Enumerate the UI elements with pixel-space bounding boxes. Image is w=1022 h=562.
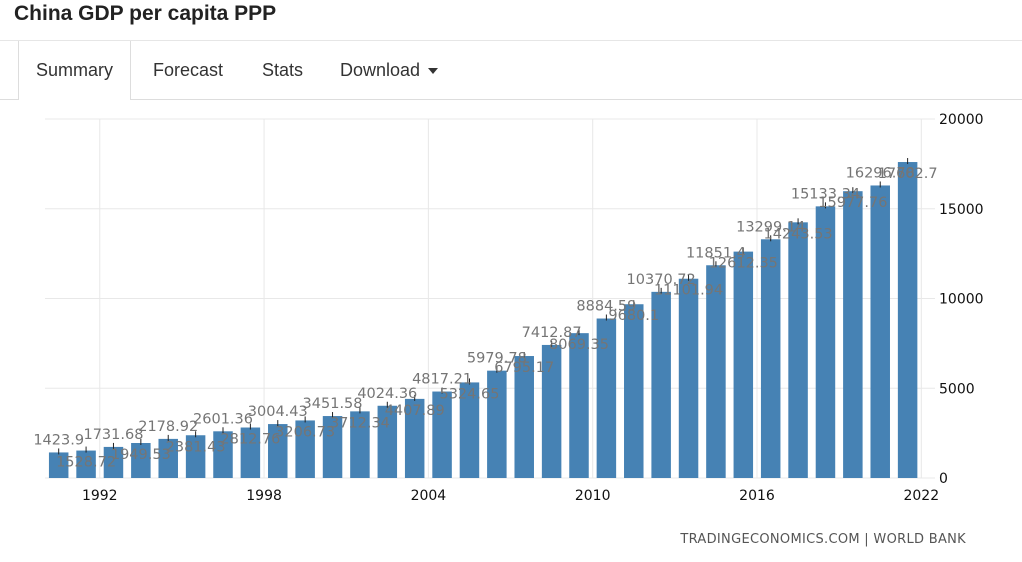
y-tick-0: 0 [939, 471, 948, 487]
y-tick-20000: 20000 [939, 112, 984, 128]
bar-2016 [760, 239, 781, 478]
y-tick-5000: 5000 [939, 381, 975, 397]
x-tick-1998: 1998 [246, 488, 282, 504]
data-label-2014: 11851.4 [686, 245, 746, 261]
x-tick-2016: 2016 [739, 488, 775, 504]
tab-bar: Summary Forecast Stats Download [0, 40, 1022, 100]
bar-2018 [815, 206, 836, 478]
tab-download-label: Download [340, 60, 421, 80]
data-label-2009: 8069.35 [549, 337, 609, 353]
label-leader-lines [58, 158, 909, 455]
bar-1992 [103, 446, 124, 478]
bar-2010 [596, 318, 617, 478]
data-label-2016: 13299.14 [736, 219, 805, 235]
data-label-1995: 2381.43 [166, 439, 226, 455]
bar-2003 [404, 398, 425, 478]
bar-2007 [514, 356, 534, 478]
bar-2008 [541, 344, 562, 478]
page-title: China GDP per capita PPP [14, 2, 277, 25]
tab-forecast[interactable]: Forecast [153, 60, 224, 80]
x-tick-2022: 2022 [903, 488, 939, 504]
data-label-2001: 3712.34 [330, 415, 390, 431]
x-axis-ticks: 1992 1998 2004 2010 2016 2022 [82, 488, 939, 504]
bar-2004 [432, 391, 452, 478]
data-label-2004: 4817.21 [412, 372, 472, 388]
data-label-1994: 2178.92 [138, 419, 198, 435]
data-labels: 1423.9 1528.72 1731.68 1949.53 2178.92 2381.4… [33, 165, 937, 470]
data-label-2019: 15977.76 [818, 195, 887, 211]
bars [48, 162, 918, 479]
tab-download[interactable]: Download [340, 41, 439, 99]
data-label-2003: 4407.89 [385, 403, 445, 419]
bar-2006 [487, 370, 507, 478]
bar-2001 [350, 411, 370, 478]
bar-1993 [131, 443, 151, 478]
data-label-2021: 17602.7 [878, 166, 938, 182]
x-tick-2004: 2004 [411, 488, 447, 504]
data-label-2005: 5324.65 [439, 386, 499, 402]
data-label-1999: 3206.73 [275, 424, 335, 440]
data-label-1993: 1949.53 [111, 447, 171, 463]
bar-1990 [48, 452, 69, 478]
bar-2017 [788, 222, 808, 478]
bar-2009 [569, 333, 589, 478]
data-label-1992: 1731.68 [83, 427, 143, 443]
source-credit: TRADINGECONOMICS.COM | WORLD BANK [679, 532, 966, 547]
data-label-2018: 15133.34 [791, 186, 860, 202]
bar-1997 [240, 427, 261, 478]
bar-2021 [897, 162, 918, 478]
bar-2002 [377, 405, 398, 478]
data-label-2013: 11101.94 [654, 283, 723, 299]
bar-1995 [185, 435, 206, 478]
data-label-1998: 3004.43 [248, 404, 308, 420]
bar-2015 [733, 251, 754, 478]
data-label-2006: 5979.78 [467, 351, 527, 367]
bar-1991 [76, 450, 96, 478]
bar-2005 [459, 382, 480, 478]
data-label-2008: 7412.87 [522, 325, 582, 341]
tab-stats[interactable]: Stats [262, 60, 304, 80]
bar-1994 [158, 438, 178, 478]
data-label-2015: 12612.35 [709, 256, 778, 272]
x-tick-1992: 1992 [82, 488, 118, 504]
data-label-2000: 3451.58 [303, 396, 363, 412]
y-tick-10000: 10000 [939, 292, 984, 308]
bar-1999 [295, 420, 315, 478]
bar-2011 [624, 304, 644, 478]
data-label-1991: 1528.72 [56, 455, 116, 471]
data-label-2017: 14243.53 [763, 226, 832, 242]
y-tick-15000: 15000 [939, 202, 984, 218]
bar-1996 [213, 431, 233, 478]
caret-down-icon [428, 68, 439, 75]
data-label-1996: 2601.36 [193, 411, 253, 427]
data-label-2002: 4024.36 [357, 386, 417, 402]
bar-1998 [268, 424, 288, 478]
bar-2000 [322, 416, 343, 478]
tab-summary[interactable]: Summary [18, 41, 132, 100]
data-label-2012: 10370.72 [627, 272, 696, 288]
data-label-1997: 2812.76 [220, 432, 280, 448]
y-axis-ticks: 0 5000 10000 15000 20000 [939, 112, 984, 487]
bar-2019 [843, 191, 863, 478]
bar-2012 [651, 291, 671, 478]
x-tick-2010: 2010 [575, 488, 611, 504]
bar-2020 [870, 185, 890, 479]
data-label-1990: 1423.9 [33, 432, 84, 448]
data-label-2020: 16296.78 [846, 165, 915, 181]
bar-2014 [706, 265, 726, 478]
data-label-2010: 8884.59 [576, 299, 636, 315]
data-label-2007: 6795.17 [494, 360, 554, 376]
data-label-2011: 9680.1 [608, 308, 659, 324]
bar-2013 [678, 278, 699, 478]
